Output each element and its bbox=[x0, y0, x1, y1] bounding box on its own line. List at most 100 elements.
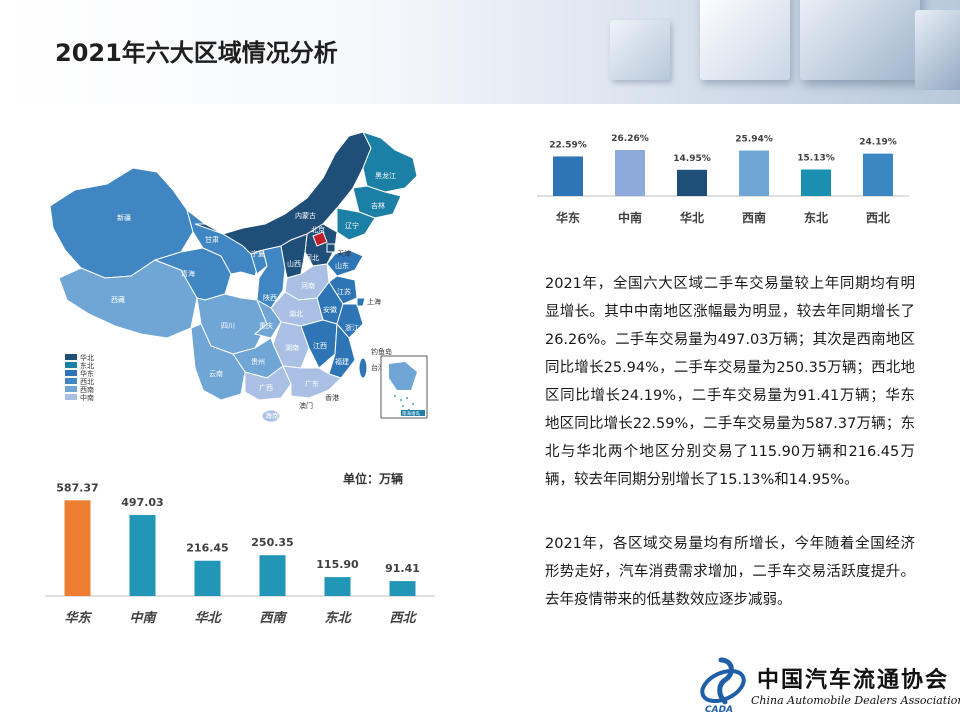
legend-item: 中南 bbox=[65, 393, 94, 402]
map-label-xizang: 西藏 bbox=[111, 295, 125, 304]
bar bbox=[615, 150, 645, 196]
map-label-guizhou: 贵州 bbox=[251, 357, 265, 366]
map-region-guangxi bbox=[244, 365, 292, 401]
map-label-yunnan: 云南 bbox=[209, 369, 223, 378]
legend-label: 西南 bbox=[80, 385, 94, 394]
logo-english-name: China Automobile Dealers Association bbox=[751, 694, 960, 707]
data-label: 587.37 bbox=[56, 481, 98, 494]
bar bbox=[389, 581, 416, 596]
data-label: 250.35 bbox=[251, 536, 293, 549]
map-label-shanghai: 上海 bbox=[367, 297, 381, 306]
bar bbox=[801, 169, 831, 196]
map-label-xinjiang: 新疆 bbox=[117, 213, 131, 222]
map-region-hebei bbox=[304, 223, 338, 267]
data-label: 25.94% bbox=[735, 135, 773, 145]
data-label: 15.13% bbox=[797, 153, 835, 163]
data-label: 24.19% bbox=[859, 138, 897, 148]
decorative-cube bbox=[700, 0, 790, 80]
legend-item: 西南 bbox=[65, 385, 94, 394]
bar bbox=[553, 156, 583, 196]
map-label-chongqing: 重庆 bbox=[259, 321, 273, 330]
page-title: 2021年六大区域情况分析 bbox=[55, 39, 338, 67]
category-label: 中南 bbox=[618, 210, 642, 225]
legend-item: 华北 bbox=[65, 353, 94, 362]
map-region-guangdong bbox=[282, 365, 342, 399]
map-region-xizang bbox=[58, 259, 198, 339]
legend-label: 华东 bbox=[80, 369, 94, 378]
map-label-shanxi: 山西 bbox=[287, 259, 301, 268]
volume-bar-chart: 587.37 华东 497.03 中南 216.45 华北 250.35 西南 115.90 东北… bbox=[45, 481, 435, 626]
legend-item: 东北 bbox=[65, 361, 94, 370]
legend-item: 华东 bbox=[65, 369, 94, 378]
bar bbox=[64, 500, 91, 596]
china-region-map: 黑龙江 吉林 辽宁 内蒙古 新疆 西藏 青海 甘肃 宁夏 陕西 山西 河北 北京… bbox=[49, 131, 428, 423]
bar bbox=[194, 560, 221, 596]
map-label-aomen: 澳门 bbox=[299, 401, 313, 410]
bar bbox=[259, 555, 286, 596]
category-label: 华北 bbox=[194, 610, 222, 626]
map-region-neimenggu bbox=[194, 131, 372, 255]
data-label: 216.45 bbox=[186, 542, 228, 555]
data-label: 91.41 bbox=[385, 562, 420, 575]
bar bbox=[863, 153, 893, 196]
map-region-yunnan bbox=[190, 323, 246, 401]
legend-label: 东北 bbox=[80, 361, 94, 370]
category-label: 华东 bbox=[64, 610, 92, 626]
map-region-shanxi bbox=[280, 233, 308, 279]
analysis-paragraph-2: 2021年，各区域交易量均有所增长，今年随着全国经济形势走好，汽车消费需求增加，… bbox=[545, 536, 915, 608]
logo-chinese-name: 中国汽车流通协会 bbox=[757, 667, 950, 693]
category-label: 西北 bbox=[389, 611, 417, 626]
map-label-beijing: 北京 bbox=[311, 225, 325, 234]
bar bbox=[129, 515, 156, 596]
decorative-cube bbox=[915, 10, 960, 90]
header-banner: 2021年六大区域情况分析 bbox=[0, 0, 960, 104]
cada-logo: CADA 中国汽车流通协会 China Automobile Dealers A… bbox=[695, 650, 960, 720]
map-label-sichuan: 四川 bbox=[221, 322, 235, 330]
map-label-jiangsu: 江苏 bbox=[337, 287, 351, 296]
map-region-taiwan bbox=[358, 357, 368, 379]
map-region-xinjiang bbox=[49, 167, 194, 279]
map-label-taiwan: 台湾 bbox=[371, 363, 385, 372]
unit-label: 单位：万辆 bbox=[343, 472, 404, 486]
map-label-guangxi: 广西 bbox=[259, 383, 273, 392]
map-label-hainan: 海南 bbox=[265, 411, 279, 420]
category-label: 华东 bbox=[556, 210, 580, 225]
map-label-shaanxi: 陕西 bbox=[263, 293, 277, 302]
map-label-xianggang: 香港 bbox=[325, 393, 339, 402]
map-region-qinghai bbox=[153, 247, 232, 301]
map-label-diaoyu: 钓鱼岛 bbox=[371, 347, 392, 356]
category-label: 西南 bbox=[259, 610, 287, 626]
map-label-henan: 河南 bbox=[301, 281, 315, 290]
category-label: 东北 bbox=[324, 610, 352, 626]
map-label-hebei: 河北 bbox=[305, 254, 319, 262]
growth-bar-chart: 22.59% 华东 26.26% 中南 14.95% 华北 25.94% 西南 15.13% 东北… bbox=[537, 134, 909, 225]
map-label-jilin: 吉林 bbox=[371, 201, 385, 210]
category-label: 华北 bbox=[680, 210, 704, 225]
map-label-liaoning: 辽宁 bbox=[345, 221, 359, 230]
data-label: 26.26% bbox=[611, 134, 649, 144]
category-label: 中南 bbox=[129, 610, 157, 626]
cada-emblem-icon: CADA bbox=[700, 657, 746, 714]
map-label-guangdong: 广东 bbox=[305, 379, 319, 388]
map-label-ningxia: 宁夏 bbox=[251, 249, 265, 258]
analysis-paragraph-1: 2021年，全国六大区域二手车交易量较上年同期均有明显增长。其中中南地区涨幅最为… bbox=[545, 276, 915, 488]
map-label-tianjin: 天津 bbox=[337, 250, 351, 258]
category-label: 西南 bbox=[742, 210, 766, 225]
map-label-nanhai: 南海诸岛 bbox=[402, 410, 420, 417]
map-label-heilongjiang: 黑龙江 bbox=[375, 171, 396, 180]
map-region-hainan bbox=[261, 409, 281, 423]
data-label: 22.59% bbox=[549, 140, 587, 150]
decorative-cube bbox=[610, 20, 670, 80]
legend-label: 中南 bbox=[80, 393, 94, 402]
category-label: 西北 bbox=[866, 210, 890, 225]
map-region-shanghai bbox=[356, 297, 366, 307]
map-region-beijing bbox=[312, 231, 328, 247]
map-label-zhejiang: 浙江 bbox=[345, 323, 359, 332]
south-china-sea-inset: 南海诸岛 bbox=[380, 355, 428, 419]
bar bbox=[677, 169, 707, 196]
map-label-anhui: 安徽 bbox=[323, 305, 337, 314]
map-label-hubei: 湖北 bbox=[289, 309, 303, 318]
map-label-gansu: 甘肃 bbox=[205, 235, 219, 244]
bar bbox=[739, 150, 769, 196]
map-label-qinghai: 青海 bbox=[181, 269, 195, 278]
